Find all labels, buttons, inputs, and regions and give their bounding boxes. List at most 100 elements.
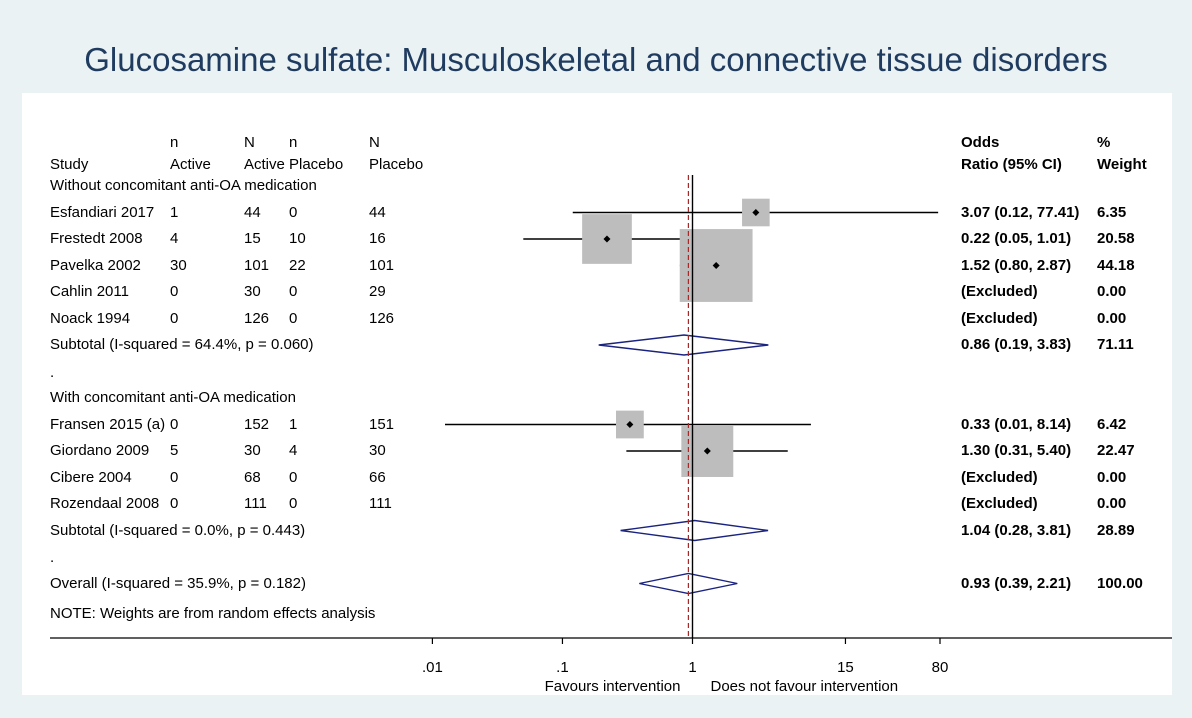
weight: 0.00: [1097, 309, 1127, 327]
overall-diamond: [639, 572, 738, 595]
n-active: 0: [170, 468, 179, 486]
x-tick-label: .01: [421, 659, 443, 676]
weights-note: NOTE: Weights are from random effects an…: [50, 605, 376, 622]
N-active: 30: [244, 442, 261, 459]
header-n-active-bottom: Active: [170, 156, 211, 173]
subtotal-diamond: [620, 519, 769, 542]
or-ci: (Excluded): [961, 468, 1038, 486]
header-N-active-top: N: [244, 134, 255, 151]
n-placebo: 4: [289, 442, 298, 459]
N-placebo: 30: [369, 442, 386, 459]
header-weight-bottom: Weight: [1097, 156, 1147, 173]
N-active: 68: [244, 468, 261, 486]
n-active: 0: [170, 495, 179, 512]
subtotal-weight: 71.11: [1097, 336, 1134, 353]
subtotal-or-ci: 0.86 (0.19, 3.83): [961, 336, 1072, 353]
point-estimate: [603, 235, 611, 243]
study-name: Esfandiari 2017: [50, 203, 155, 221]
study-name: Pavelka 2002: [50, 256, 141, 274]
or-ci: 0.33 (0.01, 8.14): [961, 415, 1072, 433]
weight: 22.47: [1097, 442, 1135, 459]
n-active: 4: [170, 230, 179, 247]
or-ci: (Excluded): [961, 309, 1038, 327]
plot-panel: [22, 93, 1172, 695]
header-n-placebo-top: n: [289, 134, 298, 151]
or-ci: 1.30 (0.31, 5.40): [961, 442, 1072, 459]
N-active: 30: [244, 283, 261, 300]
N-placebo: 44: [369, 203, 386, 221]
N-active: 111: [244, 495, 267, 512]
N-placebo: 29: [369, 283, 386, 300]
x-axis-right-label: Does not favour intervention: [710, 678, 899, 695]
weight: 44.18: [1097, 256, 1135, 274]
N-active: 44: [244, 203, 261, 221]
point-estimate: [712, 262, 720, 269]
or-ci: 3.07 (0.12, 77.41): [961, 203, 1080, 221]
n-active: 1: [170, 203, 179, 221]
overall-weight: 100.00: [1097, 574, 1143, 592]
n-active: 5: [170, 442, 179, 459]
header-n-active-top: n: [170, 134, 179, 151]
n-placebo: 0: [289, 203, 298, 221]
x-tick-label: 1: [688, 659, 697, 676]
point-estimate: [626, 421, 634, 428]
study-name: Noack 1994: [50, 309, 131, 327]
header-n-placebo-bottom: Placebo: [289, 156, 344, 173]
x-axis-left-label: Favours intervention: [544, 678, 681, 695]
x-tick-label: .1: [556, 659, 569, 676]
weight: 6.42: [1097, 415, 1127, 433]
N-active: 152: [244, 415, 270, 433]
group-label: Without concomitant anti-OA medication: [50, 177, 317, 194]
N-placebo: 126: [369, 309, 395, 327]
or-ci: 0.22 (0.05, 1.01): [961, 230, 1072, 247]
study-name: Giordano 2009: [50, 442, 150, 459]
header-or-top: Odds: [961, 134, 1000, 151]
weight: 0.00: [1097, 283, 1127, 300]
study-name: Cibere 2004: [50, 468, 132, 486]
point-estimate: [703, 447, 711, 455]
study-name: Frestedt 2008: [50, 230, 143, 247]
study-name: Cahlin 2011: [50, 283, 129, 300]
x-tick-label: 15: [837, 659, 854, 676]
or-ci: (Excluded): [961, 495, 1038, 512]
n-active: 0: [170, 415, 179, 433]
header-study: Study: [50, 156, 89, 173]
subtotal-label: Subtotal (I-squared = 0.0%, p = 0.443): [50, 521, 306, 539]
weight: 6.35: [1097, 203, 1127, 221]
N-placebo: 101: [369, 256, 395, 274]
study-name: Fransen 2015 (a): [50, 415, 166, 433]
n-active: 0: [170, 309, 179, 327]
header-or-bottom: Ratio (95% CI): [961, 156, 1062, 173]
point-estimate: [752, 209, 760, 216]
weight: 0.00: [1097, 468, 1127, 486]
header-N-active-bottom: Active: [244, 156, 285, 173]
subtotal-or-ci: 1.04 (0.28, 3.81): [961, 521, 1072, 539]
N-placebo: 151: [369, 415, 395, 433]
chart-title: Glucosamine sulfate: Musculoskeletal and…: [84, 41, 1108, 78]
n-placebo: 0: [289, 283, 298, 300]
subtotal-label: Subtotal (I-squared = 64.4%, p = 0.060): [50, 336, 314, 353]
subtotal-diamond: [598, 334, 769, 356]
n-active: 0: [170, 283, 179, 300]
n-placebo: 10: [289, 230, 306, 247]
n-placebo: 0: [289, 468, 298, 486]
weight: 0.00: [1097, 495, 1127, 512]
n-placebo: 1: [289, 415, 298, 433]
overall-or-ci: 0.93 (0.39, 2.21): [961, 574, 1072, 592]
N-active: 126: [244, 309, 270, 327]
or-ci: 1.52 (0.80, 2.87): [961, 256, 1072, 274]
study-name: Rozendaal 2008: [50, 495, 160, 512]
separator-dot: .: [50, 363, 55, 381]
N-placebo: 16: [369, 230, 386, 247]
or-ci: (Excluded): [961, 283, 1038, 300]
N-placebo: 111: [369, 495, 392, 512]
N-active: 101: [244, 256, 270, 274]
N-active: 15: [244, 230, 261, 247]
group-label: With concomitant anti-OA medication: [50, 389, 296, 406]
subtotal-weight: 28.89: [1097, 521, 1135, 539]
header-N-placebo-top: N: [369, 134, 380, 151]
n-placebo: 22: [289, 256, 306, 274]
n-placebo: 0: [289, 495, 298, 512]
header-weight-top: %: [1097, 134, 1111, 151]
